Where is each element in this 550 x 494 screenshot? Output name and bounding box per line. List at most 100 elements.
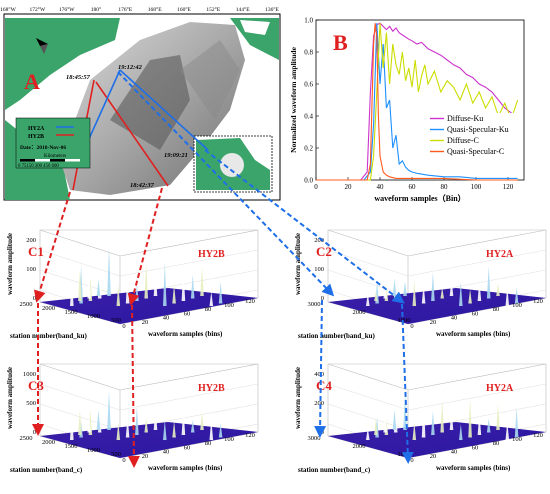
sar-imagery-mid-zone: [180, 40, 240, 120]
chart-b-ytick-label-2: 0.4: [304, 113, 313, 121]
chart-b-xtick-label-3: 60: [409, 183, 417, 191]
panel-sample-tick-3: 60: [184, 310, 191, 317]
panel-station-tick-0: 3000: [308, 301, 321, 308]
waveform-spike-8: [144, 418, 148, 433]
panel-sample-tick-5: 100: [512, 302, 522, 309]
panel-sample-axis-label: waveform samples (bins): [148, 330, 223, 338]
waveform-spike-17: [78, 409, 82, 435]
legend-scale-bar-white: [35, 159, 50, 162]
panel-grid-line-l-0: [39, 249, 121, 277]
panel-station-tick-2: 1000: [398, 317, 411, 324]
panel-grid-line-l-0: [327, 383, 409, 411]
chart-b-series-line-0: [316, 22, 519, 181]
panel-station-tick-3: 1000: [87, 313, 100, 320]
panel-sample-axis-label: waveform samples (bins): [436, 330, 511, 338]
map-top-tick-0: 168°W: [0, 6, 16, 13]
panel-station-axis-label: station number(band_c): [10, 466, 83, 474]
waveform-spike-10: [459, 282, 463, 306]
panel-station-tick-4: 500: [111, 451, 121, 458]
waveform-spike-18: [383, 284, 387, 299]
waveform-spike-8: [440, 287, 444, 299]
legend-hy2b-label: HY2B: [28, 134, 44, 140]
panel-grid-line-r-0: [119, 383, 259, 411]
waveform-spike-0: [366, 293, 370, 306]
panel-sample-tick-0: 0: [122, 457, 125, 464]
panel-z-tick-0: 1000: [23, 371, 36, 378]
map-top-tick-5: 168°E: [148, 6, 162, 13]
map-top-tick-2: 176°W: [59, 6, 75, 13]
waveform-spike-15: [505, 286, 510, 306]
map-land-patch-white: [240, 20, 270, 35]
waveform-spike-16: [514, 407, 519, 438]
panel-station-tick-0: 2500: [20, 435, 33, 442]
waveform-spike-5: [116, 422, 121, 440]
chart-b-xtick-label-1: 20: [345, 183, 353, 191]
waveform-spike-5: [412, 280, 417, 306]
panel-station-tick-1: 2000: [353, 309, 366, 316]
waveform-spike-19: [96, 279, 101, 296]
waveform-spike-12: [477, 413, 482, 435]
panel-station-tick-0: 2500: [20, 301, 33, 308]
panel-label: C1: [28, 244, 44, 259]
waveform-spike-16: [218, 281, 223, 304]
waveform-spike-18: [87, 416, 91, 433]
chart-b-legend-label-1: Quasi-Specular-Ku: [447, 125, 509, 134]
waveform-spike-9: [153, 406, 158, 430]
arrow-c1-to-c3-right: [127, 304, 140, 468]
time-label-2: 19:12:42: [118, 64, 143, 71]
panel-satellite-label: HY2A: [486, 249, 514, 260]
map-top-tick-6: 160°E: [177, 6, 191, 13]
panel-sample-tick-6: 120: [533, 298, 543, 305]
waveform-spike-17: [374, 291, 378, 301]
panel-z-axis-label: waveform amplitude: [6, 367, 14, 429]
time-label-4: 18:42:37: [130, 182, 155, 189]
panel-sample-tick-3: 60: [472, 310, 479, 317]
panel-sample-tick-1: 20: [142, 319, 149, 326]
panel-sample-tick-0: 0: [410, 457, 413, 464]
waveform-spike-15: [505, 422, 510, 440]
panel-box-edge-top-2: [119, 229, 259, 257]
waveform-spike-0: [70, 277, 74, 306]
waveform-spike-17: [78, 269, 82, 301]
panel-satellite-label: HY2B: [198, 383, 225, 394]
chart-b-xtick-label-5: 100: [471, 183, 482, 191]
map-top-tick-3: 180°: [91, 6, 101, 13]
legend-scale-bar-white-2: [65, 159, 80, 162]
panel-sample-tick-6: 120: [245, 432, 255, 439]
panel-z-tick-0: 200: [314, 237, 324, 244]
waveform-spike-8: [144, 262, 148, 299]
waveform-spike-11: [172, 421, 176, 438]
waveform-spike-6: [421, 393, 426, 438]
panel-grid-line-r-0: [119, 249, 259, 277]
panel-grid-line-r-0: [407, 383, 547, 411]
panel-sample-tick-6: 120: [245, 298, 255, 305]
map-top-tick-labels: 168°W 172°W 176°W 180° 176°E 168°E 160°E 152°E 1…: [0, 6, 279, 13]
waveform-spike-16: [218, 423, 223, 438]
panel-box-edge-top: [327, 363, 409, 391]
panel-box-edge-top-2: [407, 229, 547, 257]
north-arrow-icon: [36, 38, 48, 54]
waveform-spike-14: [496, 283, 500, 296]
panel-station-tick-1: 2000: [353, 443, 366, 450]
waveform-spike-8: [440, 400, 444, 433]
panel-label: C3: [28, 378, 44, 393]
connection-arrows: [32, 71, 414, 468]
inset-ice-cap: [220, 153, 244, 177]
panel-z-tick-1: 100: [314, 266, 324, 273]
chart-b-legend-label-0: Diffuse-Ku: [447, 114, 483, 123]
panel-z-tick-2: 0: [33, 429, 36, 436]
panel-station-tick-4: 500: [111, 317, 121, 324]
waveform-spike-17: [374, 419, 378, 435]
map-panel: [3, 13, 281, 201]
panel-z-tick-2: 0: [321, 429, 324, 436]
panel-sample-tick-1: 20: [142, 453, 149, 460]
panel-z-tick-2: 0: [33, 295, 36, 302]
arrow-map-to-c1-right: [127, 187, 163, 306]
panel-station-tick-1: 2000: [42, 439, 55, 446]
chart-b-legend: [428, 113, 522, 161]
waveform-spike-5: [116, 284, 121, 306]
panel-station-tick-3: 1000: [87, 447, 100, 454]
waveform-spike-9: [153, 269, 158, 296]
